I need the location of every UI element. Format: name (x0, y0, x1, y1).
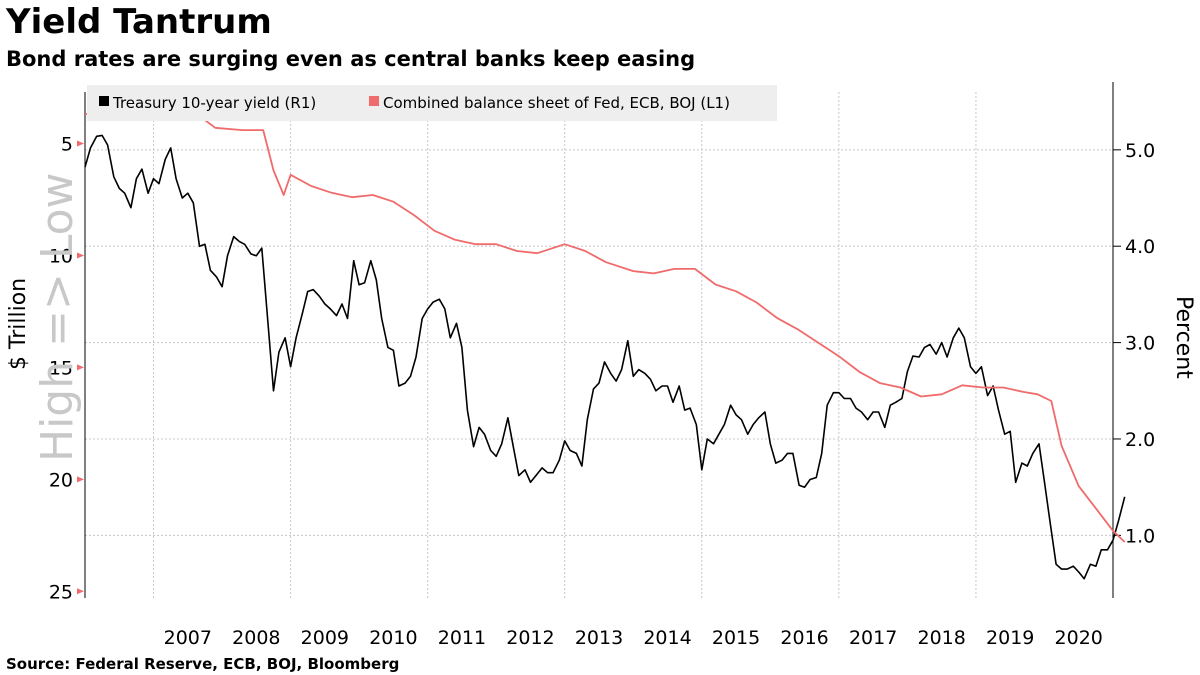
left-axis-tick-label: 20 (49, 469, 73, 491)
x-tick-label-2007: 2007 (164, 627, 212, 649)
left-axis-tick-label: 25 (49, 581, 73, 603)
left-axis-tick (77, 588, 84, 595)
legend: Treasury 10-year yield (R1) Combined bal… (87, 85, 777, 121)
x-tick-label-2010: 2010 (369, 627, 417, 649)
x-tick-label-2017: 2017 (849, 627, 897, 649)
series-layer (84, 109, 1126, 580)
ticks-layer: 1.0 2.0 3.0 4.0 5.0 5 10 15 20 25 2007 2008 2009 2010… (49, 133, 1155, 649)
legend-label-yield: Treasury 10-year yield (R1) (112, 94, 316, 112)
axes-layer (84, 82, 1114, 598)
chart-source: Source: Federal Reserve, ECB, BOJ, Bloom… (6, 655, 400, 673)
right-axis-tick-label: 4.0 (1125, 236, 1155, 258)
right-axis-label: Percent (1171, 296, 1196, 379)
left-axis-tick-label: 5 (61, 133, 73, 155)
x-tick-label-2015: 2015 (712, 627, 760, 649)
x-tick-label-2019: 2019 (986, 627, 1034, 649)
series-line-treasury-yield (84, 134, 1126, 580)
x-tick-label-2014: 2014 (643, 627, 691, 649)
left-axis-tick (77, 364, 84, 371)
x-tick-label-2012: 2012 (506, 627, 554, 649)
x-tick-label-2020: 2020 (1055, 627, 1103, 649)
series-line-balance-sheet (84, 109, 1126, 543)
x-tick-label-2008: 2008 (232, 627, 280, 649)
legend-swatch-yield (99, 96, 109, 106)
x-tick-label-2018: 2018 (917, 627, 965, 649)
left-axis-tick (77, 252, 84, 259)
right-axis-tick-label: 3.0 (1125, 333, 1155, 355)
left-axis-tick (77, 476, 84, 483)
axis-direction-note: High => Low (32, 173, 83, 462)
chart-subtitle: Bond rates are surging even as central b… (6, 47, 696, 71)
x-tick-label-2011: 2011 (438, 627, 486, 649)
left-axis-tick-label: 10 (49, 245, 73, 267)
right-axis-tick-label: 1.0 (1125, 525, 1155, 547)
x-tick-label-2016: 2016 (780, 627, 828, 649)
legend-label-balance-sheet: Combined balance sheet of Fed, ECB, BOJ … (383, 94, 730, 112)
left-axis-tick-label: 15 (49, 357, 73, 379)
x-tick-label-2013: 2013 (575, 627, 623, 649)
left-axis-label: $ Trillion (6, 278, 31, 370)
x-tick-label-2009: 2009 (301, 627, 349, 649)
legend-background (87, 85, 777, 121)
left-axis-tick (77, 140, 84, 147)
right-axis-tick-label: 2.0 (1125, 429, 1155, 451)
legend-swatch-balance-sheet (369, 96, 379, 106)
right-axis-tick-label: 5.0 (1125, 140, 1155, 162)
chart-title: Yield Tantrum (6, 2, 272, 42)
grid-layer (85, 92, 1113, 598)
